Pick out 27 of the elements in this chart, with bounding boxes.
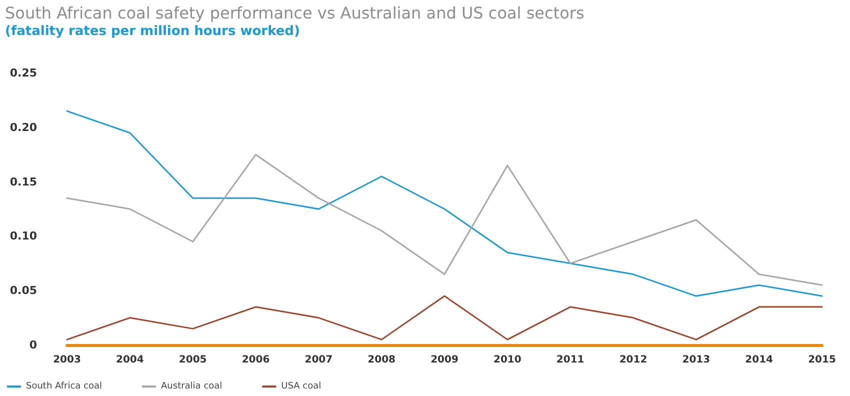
legend-label: Australia coal [161, 382, 222, 392]
x-tick-label: 2013 [682, 354, 710, 366]
line-series [66, 154, 823, 286]
legend-label: USA coal [281, 382, 322, 392]
y-tick-label: 0.10 [10, 230, 38, 243]
y-tick-label: 0.15 [10, 175, 37, 188]
y-tick-label: 0.25 [10, 66, 37, 80]
y-tick-label: 0.05 [10, 284, 37, 298]
x-tick-label: 2005 [178, 354, 207, 366]
line-series [66, 110, 823, 297]
x-tick-label: 2010 [493, 354, 522, 366]
legend-label: South Africa coal [26, 382, 102, 392]
x-tick-label: 2012 [619, 354, 648, 366]
line-series [66, 295, 823, 340]
x-tick-label: 2015 [808, 354, 836, 366]
y-tick-label: 0 [29, 338, 38, 352]
x-tick-label: 2007 [304, 354, 333, 366]
x-tick-label: 2011 [556, 354, 584, 366]
chart-subtitle: (fatality rates per million hours worked) [5, 24, 300, 39]
chart-title: South African coal safety performance vs Australian and US coal sectors [5, 4, 584, 22]
x-tick-label: 2006 [242, 354, 270, 366]
x-tick-label: 2004 [116, 354, 144, 366]
x-tick-label: 2009 [430, 354, 458, 366]
y-tick-label: 0.20 [10, 120, 38, 134]
x-tick-label: 2003 [53, 354, 81, 366]
x-tick-label: 2014 [745, 354, 774, 366]
x-tick-label: 2008 [368, 354, 396, 366]
